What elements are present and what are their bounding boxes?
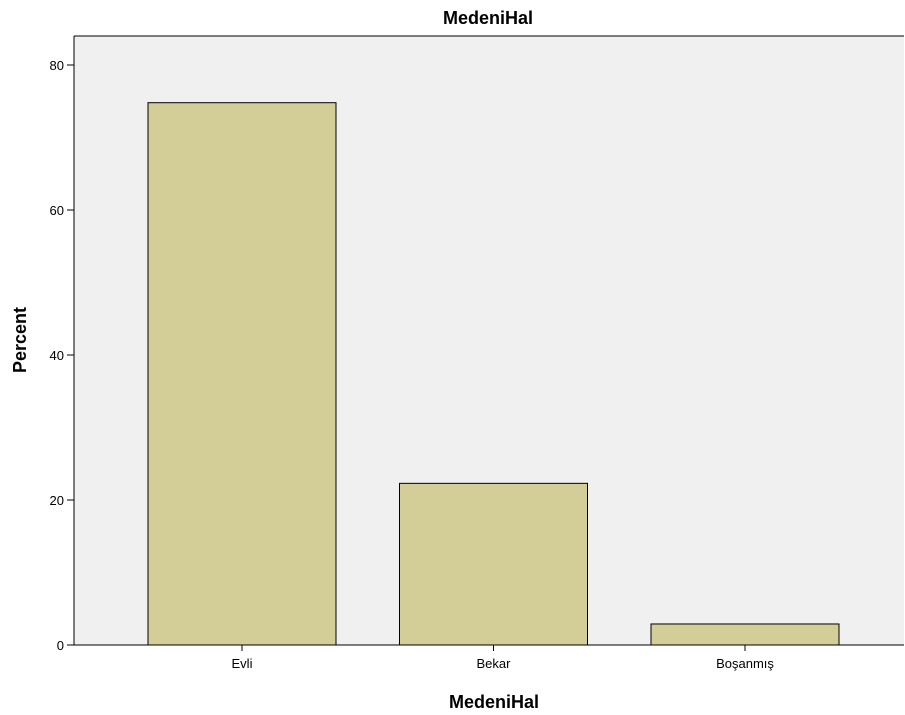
y-tick-label: 0 xyxy=(57,638,64,653)
y-tick-label: 80 xyxy=(50,58,64,73)
y-tick-label: 20 xyxy=(50,493,64,508)
x-axis-title: MedeniHal xyxy=(449,692,539,712)
y-axis: 0 20 40 60 80 xyxy=(50,36,75,653)
y-tick-label: 40 xyxy=(50,348,64,363)
bar-evli xyxy=(147,102,337,646)
bar-boşanmış xyxy=(650,623,840,646)
x-axis: Evli Bekar Boşanmış xyxy=(74,35,904,671)
y-tick-label: 60 xyxy=(50,203,64,218)
y-axis-title: Percent xyxy=(10,307,30,373)
x-tick-label: Bekar xyxy=(477,656,512,671)
bar-bekar xyxy=(399,482,588,646)
x-tick-label: Boşanmış xyxy=(716,656,774,671)
chart-title: MedeniHal xyxy=(443,8,533,28)
bars-group xyxy=(147,102,840,646)
x-tick-label: Evli xyxy=(232,656,253,671)
